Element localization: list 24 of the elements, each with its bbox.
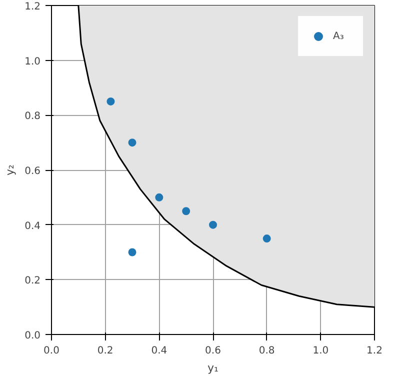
y-tick-label: 1.0 [24,56,41,68]
y-tick-label: 0.0 [24,330,41,342]
y-tick-label: 0.6 [24,166,41,177]
x-tick-label: 1.0 [312,346,329,356]
point [106,97,115,106]
point [155,193,164,202]
y-tick-label: 1.2 [24,2,41,12]
x-tick-label: 0.0 [44,346,60,356]
point [182,207,190,216]
x-tick-label: 0.8 [258,346,275,356]
y-tick-label: 0.2 [24,276,41,287]
x-axis-title: y₁ [208,362,218,374]
x-tick-label: 0.6 [205,346,221,356]
point [128,248,136,256]
legend-label: A₃ [333,30,345,42]
point [128,138,136,147]
y-tick-label: 0.8 [24,111,41,122]
point [209,220,217,229]
point [262,234,271,243]
x-tick-label: 0.2 [97,346,114,356]
y-axis-title: y₂ [4,164,17,176]
x-tick-label: 0.4 [151,346,168,356]
y-tick-label: 0.4 [24,220,41,232]
x-tick-label: 1.2 [366,346,382,356]
